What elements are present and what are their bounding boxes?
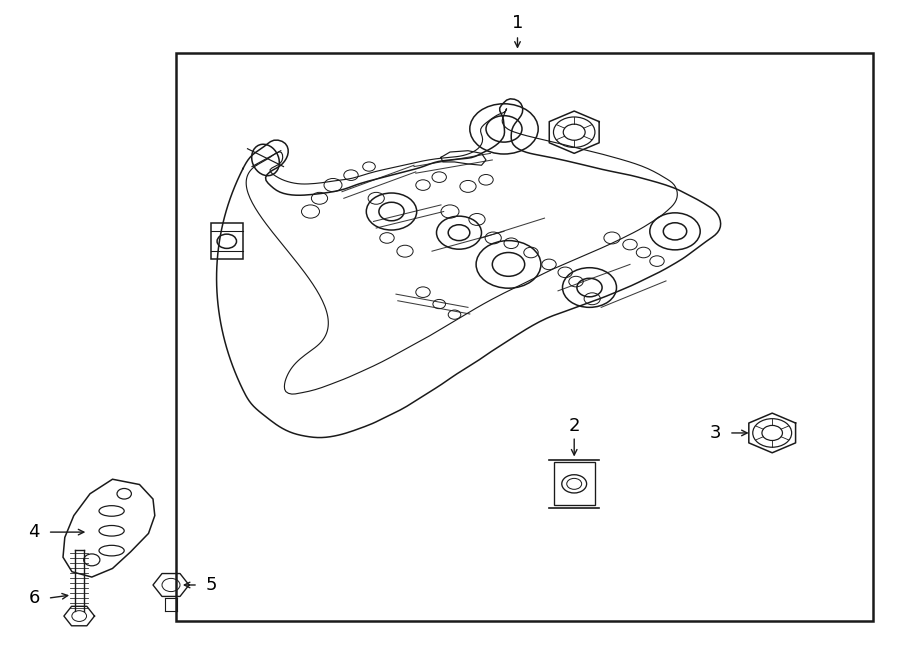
Text: 3: 3 xyxy=(710,424,721,442)
Text: 6: 6 xyxy=(29,589,40,607)
Text: 5: 5 xyxy=(206,576,217,594)
Bar xyxy=(176,53,873,621)
Text: 1: 1 xyxy=(512,14,523,32)
Text: 4: 4 xyxy=(29,523,40,541)
Text: 2: 2 xyxy=(569,417,580,436)
Bar xyxy=(554,463,595,505)
Bar xyxy=(211,223,243,259)
